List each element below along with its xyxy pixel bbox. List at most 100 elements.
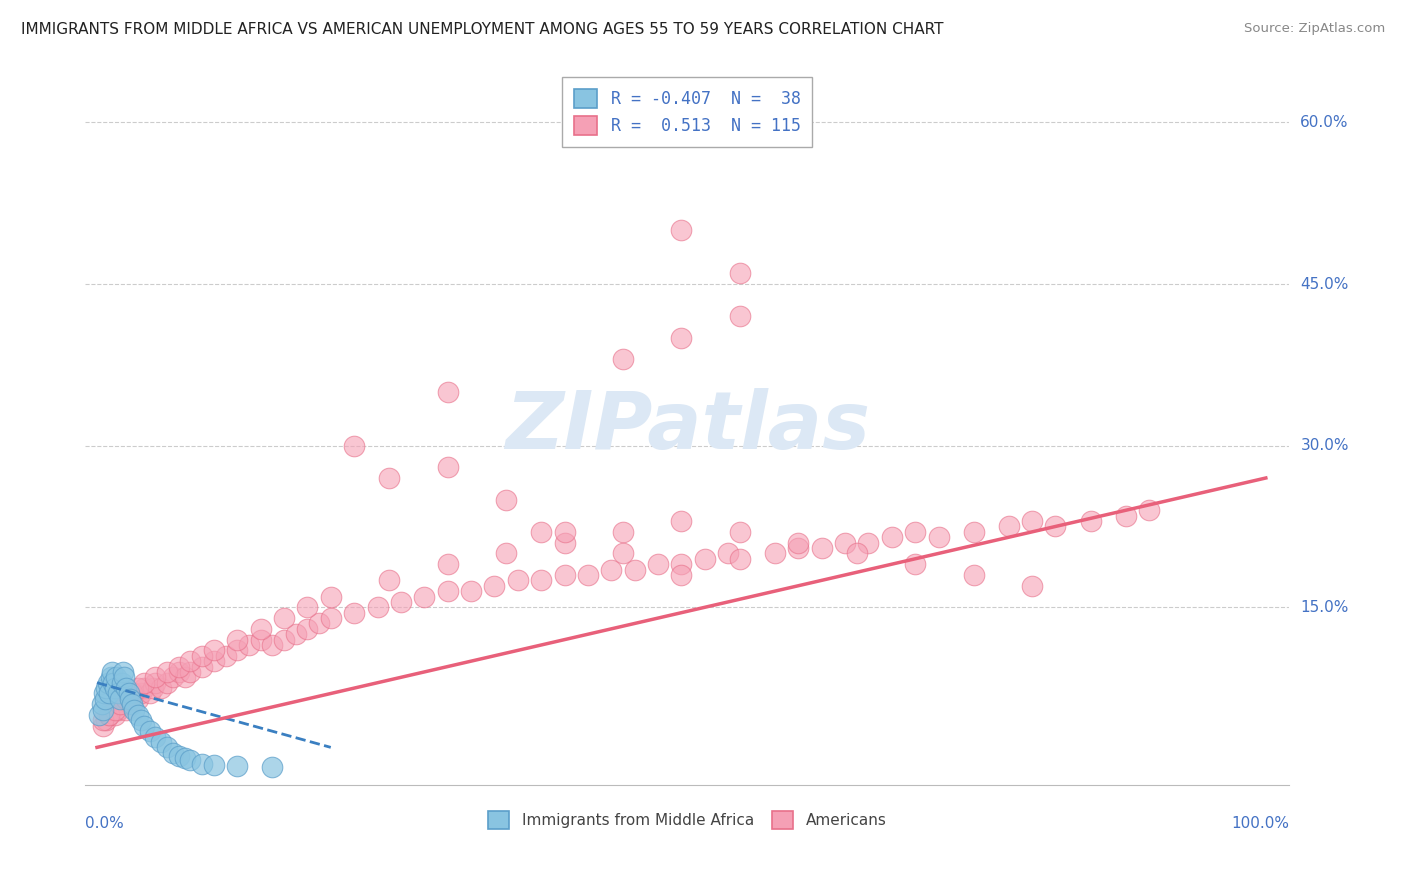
Point	[132, 681, 155, 695]
Point	[612, 546, 634, 560]
Point	[110, 692, 132, 706]
Point	[647, 558, 669, 572]
Point	[132, 719, 155, 733]
Point	[121, 692, 143, 706]
Point	[378, 471, 401, 485]
Point	[262, 760, 284, 774]
Point	[506, 574, 529, 588]
Point	[107, 686, 129, 700]
Point	[436, 584, 458, 599]
Point	[495, 492, 517, 507]
Point	[366, 600, 388, 615]
Point	[249, 622, 271, 636]
Text: Source: ZipAtlas.com: Source: ZipAtlas.com	[1244, 22, 1385, 36]
Point	[127, 692, 149, 706]
Point	[1021, 514, 1043, 528]
Point	[554, 524, 576, 539]
Point	[904, 558, 927, 572]
Point	[214, 648, 236, 663]
Point	[179, 665, 201, 679]
Point	[91, 714, 114, 728]
Point	[436, 460, 458, 475]
Point	[997, 519, 1019, 533]
Point	[115, 681, 138, 695]
Point	[131, 686, 153, 700]
Point	[131, 714, 153, 728]
Point	[91, 703, 114, 717]
Point	[530, 574, 553, 588]
Point	[138, 724, 160, 739]
Point	[191, 756, 214, 771]
Point	[191, 659, 214, 673]
Point	[1115, 508, 1137, 523]
Point	[167, 665, 190, 679]
Point	[104, 670, 127, 684]
Point	[226, 632, 249, 647]
Point	[389, 595, 412, 609]
Point	[484, 579, 506, 593]
Text: 15.0%: 15.0%	[1301, 599, 1348, 615]
Point	[150, 681, 173, 695]
Point	[103, 681, 125, 695]
Point	[121, 686, 143, 700]
Point	[495, 546, 517, 560]
Text: 100.0%: 100.0%	[1232, 815, 1289, 830]
Point	[1021, 579, 1043, 593]
Legend: Immigrants from Middle Africa, Americans: Immigrants from Middle Africa, Americans	[482, 805, 893, 835]
Point	[436, 384, 458, 399]
Point	[787, 535, 810, 549]
Point	[115, 692, 138, 706]
Point	[810, 541, 832, 555]
Point	[118, 692, 141, 706]
Point	[1137, 503, 1160, 517]
Point	[436, 558, 458, 572]
Point	[96, 714, 118, 728]
Point	[96, 675, 118, 690]
Point	[110, 698, 132, 712]
Point	[763, 546, 786, 560]
Point	[202, 643, 225, 657]
Point	[460, 584, 482, 599]
Point	[117, 686, 139, 700]
Point	[118, 698, 141, 712]
Point	[273, 632, 295, 647]
Point	[297, 600, 319, 615]
Point	[111, 692, 134, 706]
Point	[600, 563, 623, 577]
Point	[623, 563, 645, 577]
Point	[1045, 519, 1067, 533]
Point	[132, 675, 155, 690]
Point	[308, 616, 330, 631]
Point	[671, 514, 693, 528]
Point	[554, 535, 576, 549]
Point	[858, 535, 880, 549]
Point	[162, 670, 184, 684]
Point	[89, 708, 111, 723]
Point	[728, 266, 751, 280]
Point	[845, 546, 868, 560]
Point	[173, 670, 195, 684]
Point	[103, 708, 125, 723]
Point	[413, 590, 436, 604]
Point	[179, 753, 201, 767]
Point	[110, 675, 132, 690]
Point	[928, 530, 950, 544]
Point	[693, 551, 716, 566]
Point	[94, 692, 117, 706]
Point	[284, 627, 307, 641]
Point	[121, 698, 143, 712]
Point	[97, 708, 120, 723]
Point	[787, 541, 810, 555]
Point	[145, 730, 167, 744]
Point	[191, 648, 214, 663]
Point	[238, 638, 260, 652]
Text: 60.0%: 60.0%	[1301, 115, 1348, 130]
Point	[904, 524, 927, 539]
Point	[728, 524, 751, 539]
Point	[110, 698, 132, 712]
Point	[612, 524, 634, 539]
Point	[167, 659, 190, 673]
Point	[97, 686, 120, 700]
Point	[962, 524, 984, 539]
Point	[103, 703, 125, 717]
